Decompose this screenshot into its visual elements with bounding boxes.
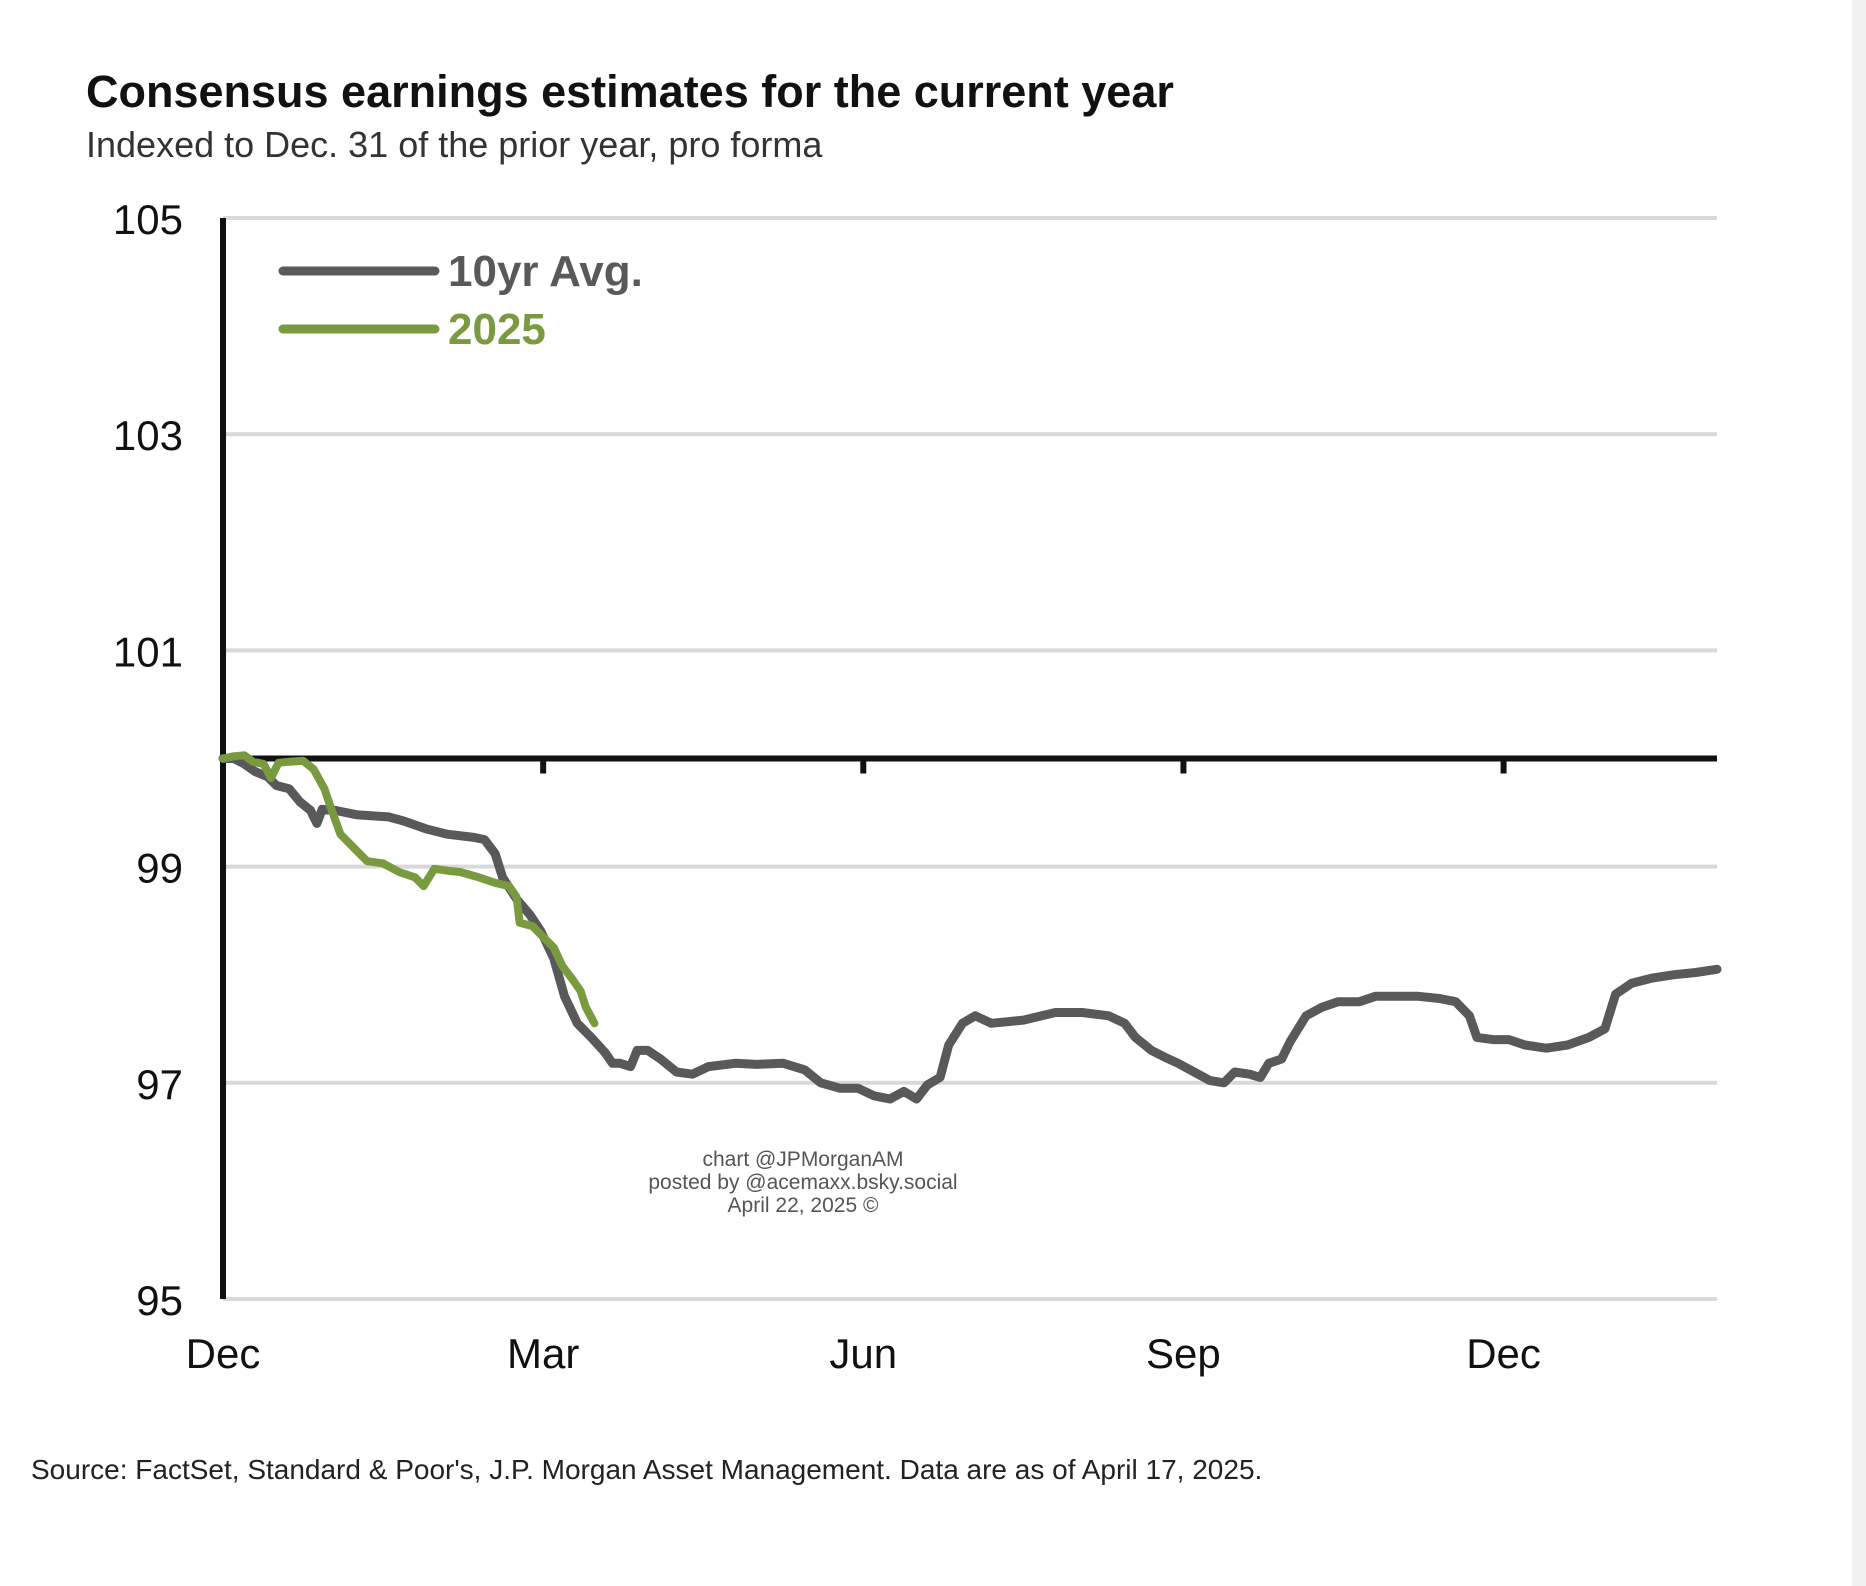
y-tick-label: 99 xyxy=(136,845,183,892)
source-note: Source: FactSet, Standard & Poor's, J.P.… xyxy=(31,1454,1263,1485)
chart-subtitle: Indexed to Dec. 31 of the prior year, pr… xyxy=(86,124,823,165)
legend-label-2025: 2025 xyxy=(448,305,546,354)
watermark: chart @JPMorganAM posted by @acemaxx.bsk… xyxy=(593,1148,1013,1217)
y-tick-label: 101 xyxy=(113,628,183,675)
y-tick-label: 95 xyxy=(136,1277,183,1324)
y-tick-label: 97 xyxy=(136,1061,183,1108)
watermark-line-chart-credit: chart @JPMorganAM xyxy=(702,1148,904,1171)
y-tick-label: 105 xyxy=(113,196,183,243)
watermark-line-date: April 22, 2025 © xyxy=(727,1194,879,1217)
legend-label-avg: 10yr Avg. xyxy=(448,247,643,296)
page-edge-strip xyxy=(1852,0,1866,1586)
y-tick-label: 103 xyxy=(113,412,183,459)
chart-title: Consensus earnings estimates for the cur… xyxy=(86,66,1174,117)
x-tick-label: Sep xyxy=(1146,1330,1221,1377)
x-tick-label: Mar xyxy=(507,1330,579,1377)
x-tick-label: Dec xyxy=(1466,1330,1541,1377)
watermark-line-posted-by: posted by @acemaxx.bsky.social xyxy=(648,1171,958,1194)
series-line-avg xyxy=(218,754,1722,1104)
x-tick-label: Dec xyxy=(186,1330,261,1377)
series-line-2025 xyxy=(219,751,599,1028)
x-tick-label: Jun xyxy=(829,1330,897,1377)
